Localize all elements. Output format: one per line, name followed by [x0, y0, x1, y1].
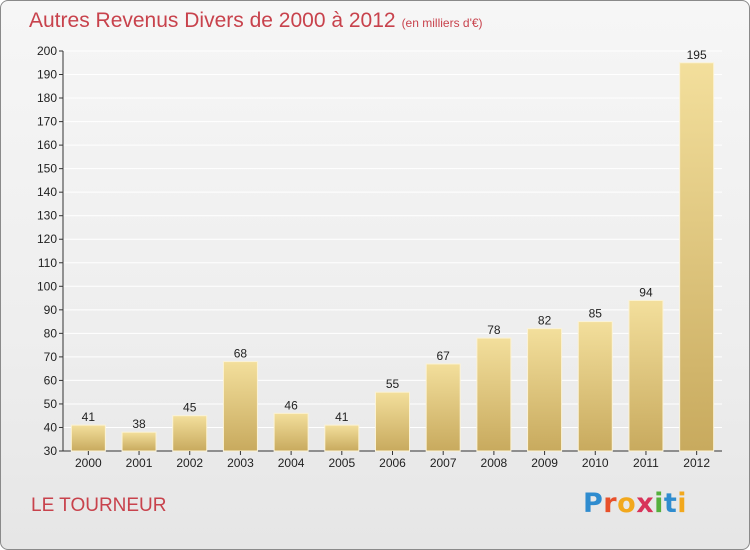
x-tick-label: 2005 [328, 456, 355, 470]
data-label: 38 [132, 417, 146, 431]
bar [375, 391, 410, 452]
data-label: 67 [437, 349, 451, 363]
data-label: 85 [589, 307, 603, 321]
x-tick-label: 2004 [278, 456, 305, 470]
x-tick-label: 2008 [481, 456, 508, 470]
bar [70, 424, 106, 452]
x-tick-label: 2010 [582, 456, 609, 470]
x-tick-label: 2003 [227, 456, 254, 470]
y-tick-label: 90 [44, 303, 58, 317]
bar [222, 361, 258, 452]
bar [273, 412, 309, 452]
x-tick-label: 2009 [531, 456, 558, 470]
x-tick-label: 2002 [176, 456, 203, 470]
data-label: 68 [234, 347, 248, 361]
y-tick-label: 80 [44, 326, 58, 340]
y-tick-label: 200 [37, 44, 57, 58]
chart-title: Autres Revenus Divers de 2000 à 2012 (en … [29, 9, 483, 33]
logo-letter: o [617, 488, 637, 519]
logo-letter: t [663, 488, 678, 519]
y-tick-label: 160 [37, 138, 57, 152]
logo-letter: i [677, 488, 688, 519]
y-tick-label: 130 [37, 209, 57, 223]
y-tick-label: 100 [37, 279, 57, 293]
data-label: 41 [335, 410, 349, 424]
data-label: 46 [284, 398, 298, 412]
x-tick-label: 2012 [683, 456, 710, 470]
proxiti-logo: Proxiti [583, 488, 687, 519]
data-label: 41 [82, 410, 96, 424]
bar [577, 321, 613, 452]
y-tick-label: 60 [44, 373, 58, 387]
y-tick-label: 150 [37, 162, 57, 176]
logo-letter: i [654, 488, 664, 519]
y-tick-label: 170 [37, 115, 57, 129]
y-tick-label: 40 [44, 420, 58, 434]
y-tick-label: 140 [37, 185, 57, 199]
bar [121, 431, 157, 452]
y-tick-label: 180 [37, 91, 57, 105]
data-label: 94 [639, 285, 653, 299]
logo-letter: r [603, 488, 618, 519]
bar [172, 415, 208, 452]
logo-letter: P [583, 488, 604, 519]
data-label: 45 [183, 401, 197, 415]
bar [527, 328, 563, 452]
x-tick-label: 2006 [379, 456, 406, 470]
y-tick-label: 120 [37, 232, 57, 246]
y-tick-label: 30 [44, 444, 58, 458]
data-label: 195 [687, 48, 707, 62]
x-tick-label: 2000 [75, 456, 102, 470]
bar [425, 363, 461, 452]
y-tick-label: 50 [44, 397, 58, 411]
data-label: 55 [386, 377, 400, 391]
x-tick-label: 2001 [126, 456, 153, 470]
data-label: 82 [538, 314, 552, 328]
y-tick-label: 190 [37, 68, 57, 82]
bar [679, 62, 715, 452]
x-tick-label: 2007 [430, 456, 457, 470]
chart-subtitle: (en milliers d'€) [401, 16, 483, 30]
bar [628, 299, 664, 452]
bar [324, 424, 360, 452]
data-label: 78 [487, 323, 501, 337]
x-tick-label: 2011 [633, 456, 659, 470]
logo-letter: x [636, 488, 655, 519]
y-tick-label: 70 [44, 350, 58, 364]
chart-title-text: Autres Revenus Divers de 2000 à 2012 [29, 9, 396, 32]
commune-name: LE TOURNEUR [31, 495, 167, 516]
bar [476, 337, 512, 452]
y-tick-label: 110 [38, 256, 57, 270]
